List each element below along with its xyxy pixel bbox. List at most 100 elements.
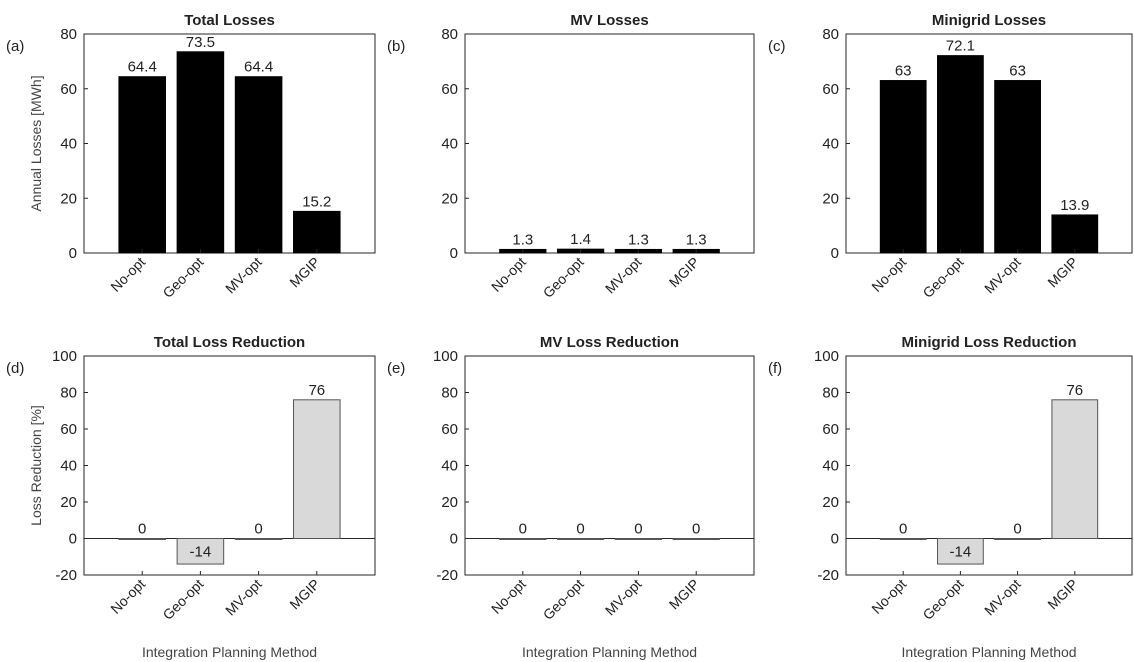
y-tick-label: 60: [441, 421, 458, 438]
y-tick-label: -20: [436, 567, 458, 584]
chart-panel: Total Loss Reduction (d) -20 0 20 40 60 80 100 0 N…: [6, 334, 376, 660]
y-tick-label: 80: [822, 26, 839, 43]
y-tick-label: 80: [441, 26, 458, 43]
y-tick-label: 60: [60, 421, 77, 438]
bar: [937, 55, 984, 254]
x-tick-label: Geo-opt: [919, 576, 966, 623]
bar: [556, 538, 605, 540]
panel-label: (b): [387, 38, 405, 55]
panel-label: (f): [768, 360, 782, 377]
panel-label: (a): [6, 38, 24, 55]
data-label: 64.4: [244, 59, 273, 76]
bar: [1051, 399, 1099, 539]
chart-title: Minigrid Loss Reduction: [902, 334, 1077, 351]
data-label: 63: [1009, 63, 1026, 80]
data-label: 1.3: [686, 231, 707, 248]
y-tick-label: 40: [60, 136, 77, 153]
x-tick-label: MGIP: [666, 254, 703, 291]
chart-title: Total Loss Reduction: [154, 334, 305, 351]
data-label: -14: [190, 544, 212, 561]
y-tick-label: 0: [69, 245, 77, 262]
x-tick-label: No-opt: [107, 576, 148, 617]
panel-label: (e): [387, 360, 405, 377]
y-tick-label: 60: [441, 81, 458, 98]
y-tick-label: 60: [60, 81, 77, 98]
chart-panel: MV Losses (b) 0 20 40 60 80 1.3 No-opt 1.4 Geo-opt…: [387, 12, 755, 301]
data-label: -14: [950, 544, 972, 561]
y-tick-label: 60: [822, 421, 839, 438]
data-label: 13.9: [1060, 197, 1089, 214]
data-label: 0: [138, 521, 146, 538]
y-tick-label: 80: [60, 385, 77, 402]
x-tick-label: No-opt: [488, 576, 529, 617]
data-label: 1.3: [628, 231, 649, 248]
bar: [879, 80, 927, 254]
data-label: 73.5: [186, 34, 215, 51]
data-label: 64.4: [128, 59, 157, 76]
y-tick-label: 40: [441, 458, 458, 475]
bar: [499, 538, 547, 540]
y-tick-label: 20: [441, 190, 458, 207]
y-tick-label: 40: [822, 458, 839, 475]
x-tick-label: MV-opt: [602, 254, 645, 297]
x-tick-label: No-opt: [107, 254, 148, 295]
data-label: 0: [899, 521, 907, 538]
x-tick-label: MV-opt: [981, 576, 1024, 619]
data-label: 0: [692, 521, 700, 538]
axes-box: [464, 33, 755, 254]
chart-title: Total Losses: [184, 12, 275, 29]
bar: [293, 399, 341, 539]
panel-label: (c): [768, 38, 786, 55]
x-tick-label: No-opt: [868, 254, 909, 295]
data-label: 63: [895, 63, 912, 80]
y-tick-label: 20: [822, 190, 839, 207]
y-tick-label: 0: [831, 245, 839, 262]
x-axis-label: Integration Planning Method: [522, 644, 697, 660]
y-tick-label: 0: [69, 531, 77, 548]
chart-panel: Minigrid Loss Reduction (f) -20 0 20 40 60 80 10…: [768, 334, 1133, 660]
x-tick-label: MV-opt: [981, 254, 1024, 297]
y-tick-label: 100: [814, 348, 839, 365]
bar: [234, 76, 283, 254]
chart-title: MV Losses: [570, 12, 648, 29]
y-tick-label: 60: [822, 81, 839, 98]
y-tick-label: 80: [60, 26, 77, 43]
chart-panel: Minigrid Losses (c) 0 20 40 60 80 63 No-opt 72.1 G…: [768, 12, 1133, 301]
bar: [672, 538, 720, 540]
x-tick-label: MGIP: [666, 576, 703, 613]
x-tick-label: MGIP: [1044, 576, 1081, 613]
bar: [614, 538, 663, 540]
bar: [118, 538, 166, 540]
y-tick-label: 80: [822, 385, 839, 402]
y-tick-label: 20: [60, 494, 77, 511]
data-label: 0: [519, 521, 527, 538]
y-axis-label: Annual Losses [MWh]: [28, 75, 44, 211]
y-tick-label: 20: [441, 494, 458, 511]
x-tick-label: MGIP: [1044, 254, 1081, 291]
y-tick-label: -20: [55, 567, 77, 584]
y-tick-label: 40: [60, 458, 77, 475]
y-tick-label: -20: [817, 567, 839, 584]
x-tick-label: MV-opt: [602, 576, 645, 619]
y-tick-label: 100: [52, 348, 77, 365]
data-label: 76: [308, 382, 325, 399]
y-tick-label: 20: [822, 494, 839, 511]
bar: [994, 538, 1041, 540]
x-tick-label: MGIP: [286, 254, 323, 291]
data-label: 0: [576, 521, 584, 538]
data-label: 1.3: [512, 231, 533, 248]
y-tick-label: 0: [831, 531, 839, 548]
bar: [176, 538, 225, 565]
data-label: 15.2: [302, 193, 331, 210]
x-axis-label: Integration Planning Method: [901, 644, 1076, 660]
y-tick-label: 0: [450, 531, 458, 548]
bar: [937, 538, 984, 565]
chart-panel: Total Losses (a) 0 20 40 60 80 64.4 No-opt 73.5 Ge…: [6, 12, 376, 301]
y-axis-label: Loss Reduction [%]: [28, 405, 44, 526]
data-label: 0: [254, 521, 262, 538]
bar: [234, 538, 283, 540]
x-tick-label: Geo-opt: [540, 254, 587, 301]
axes-box: [464, 355, 755, 576]
y-tick-label: 0: [450, 245, 458, 262]
y-tick-label: 80: [441, 385, 458, 402]
